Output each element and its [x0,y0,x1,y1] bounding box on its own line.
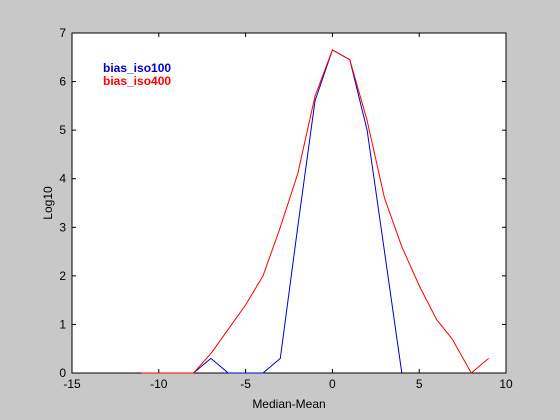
y-tick-label: 1 [59,317,66,331]
y-tick-labels: 0 1 2 3 4 5 6 7 [59,26,66,380]
x-tick-label: -10 [150,377,168,391]
axis-ticks [71,32,507,374]
legend-label-bias-iso100: bias_iso100 [103,61,171,75]
x-tick-labels: -15 -10 -5 0 5 10 [63,377,513,391]
series-line-bias-iso100 [193,49,403,374]
series-layer [141,49,489,374]
y-tick-label: 4 [59,172,66,186]
x-tick-label: 5 [416,377,423,391]
y-tick-label: 5 [59,123,66,137]
y-axis-label: Log10 [41,186,55,220]
legend-label-bias-iso400: bias_iso400 [103,74,171,88]
x-tick-label: -5 [240,377,251,391]
x-tick-label: 0 [329,377,336,391]
x-tick-label: 10 [499,377,513,391]
y-tick-label: 2 [59,269,66,283]
x-axis-label: Median-Mean [252,397,325,411]
plot-area [71,32,507,374]
y-tick-label: 3 [59,220,66,234]
x-tick-label: -15 [63,377,81,391]
y-tick-label: 7 [59,26,66,40]
legend: bias_iso100 bias_iso400 [103,61,171,88]
series-line-bias-iso400 [141,49,489,374]
y-tick-label: 6 [59,75,66,89]
y-tick-label: 0 [59,366,66,380]
